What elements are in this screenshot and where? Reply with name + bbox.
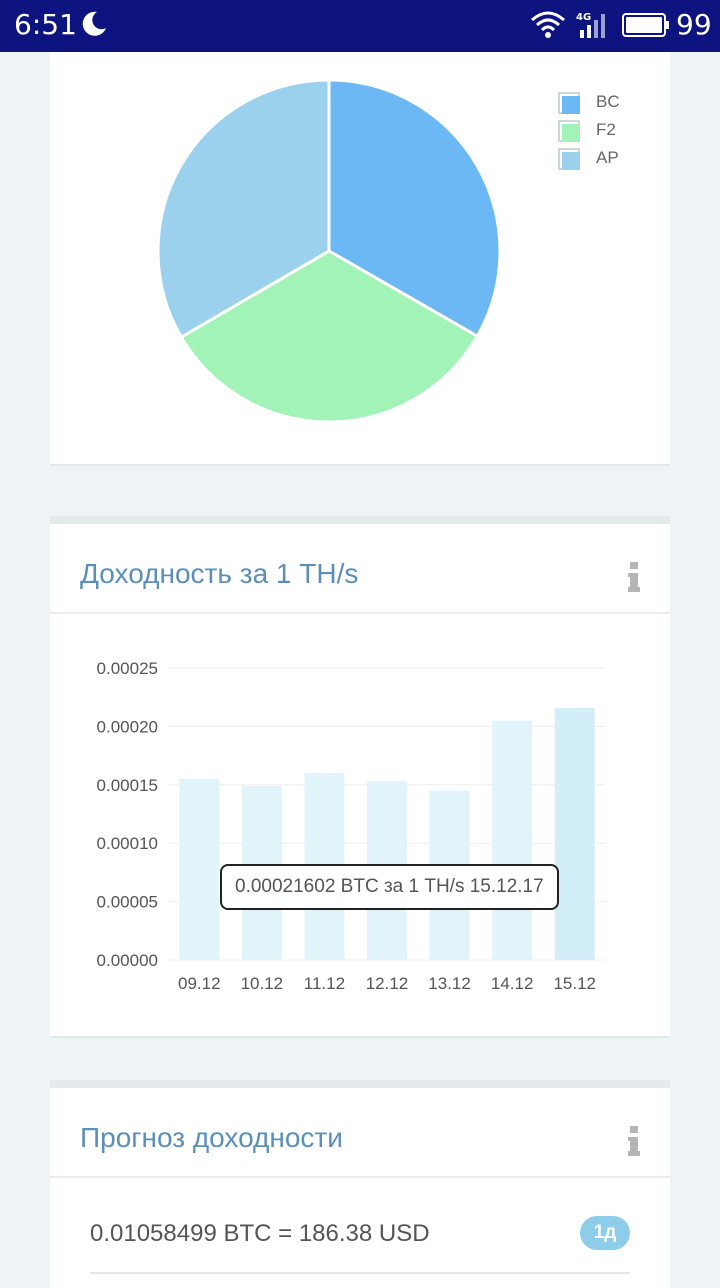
pie-chart bbox=[156, 78, 502, 424]
profitability-card: Доходность за 1 TH/s 0.00000 0.00005 0.000… bbox=[50, 516, 670, 1038]
forecast-header: Прогноз доходности bbox=[50, 1088, 670, 1178]
bar-09.12[interactable] bbox=[179, 778, 220, 960]
y-tick-label: 0.00005 bbox=[97, 893, 158, 912]
profitability-title: Доходность за 1 TH/s bbox=[80, 558, 359, 589]
clock: 6:51 bbox=[14, 8, 77, 41]
profitability-header: Доходность за 1 TH/s bbox=[50, 524, 670, 614]
x-tick-label: 14.12 bbox=[491, 974, 534, 993]
chart-tooltip: 0.00021602 BTC за 1 TH/s 15.12.17 bbox=[220, 864, 559, 910]
y-tick-label: 0.00000 bbox=[97, 951, 158, 970]
legend-swatch bbox=[558, 148, 580, 170]
period-badge[interactable]: 1д bbox=[580, 1216, 630, 1250]
profitability-bar-chart[interactable]: 0.00000 0.00005 0.00010 0.00015 0.00020 0.000… bbox=[50, 612, 670, 1012]
forecast-card: Прогноз доходности 0.01058499 BTC = 186.… bbox=[50, 1080, 670, 1288]
status-bar: 6:51 4G 99 bbox=[0, 0, 720, 52]
wifi-icon bbox=[531, 11, 565, 38]
pool-distribution-card: BC F2 AP bbox=[50, 52, 670, 466]
info-icon[interactable] bbox=[628, 1126, 640, 1156]
x-tick-label: 10.12 bbox=[241, 974, 284, 993]
y-tick-label: 0.00010 bbox=[97, 834, 158, 853]
network-type: 4G bbox=[576, 12, 591, 23]
pie-slice-bc[interactable] bbox=[327, 78, 502, 339]
legend-label: BC bbox=[596, 92, 620, 111]
legend-label: AP bbox=[596, 148, 619, 167]
battery-icon bbox=[622, 13, 669, 37]
y-tick-label: 0.00025 bbox=[97, 659, 158, 678]
moon-icon bbox=[82, 11, 106, 36]
forecast-title: Прогноз доходности bbox=[80, 1122, 343, 1153]
legend-label: F2 bbox=[596, 120, 616, 139]
legend-swatch bbox=[558, 120, 580, 142]
pie-slice-f2[interactable] bbox=[179, 249, 480, 424]
battery-level: 99 bbox=[676, 8, 712, 41]
forecast-row: 0.01058499 BTC = 186.38 USD 1д bbox=[90, 1198, 630, 1274]
bar-14.12[interactable] bbox=[492, 720, 533, 960]
forecast-value: 0.01058499 BTC = 186.38 USD bbox=[90, 1220, 430, 1247]
y-tick-label: 0.00015 bbox=[97, 776, 158, 795]
x-tick-label: 13.12 bbox=[428, 974, 471, 993]
x-tick-label: 15.12 bbox=[553, 974, 596, 993]
y-tick-label: 0.00020 bbox=[97, 717, 158, 736]
cellular-signal-icon: 4G bbox=[576, 12, 605, 38]
x-tick-label: 12.12 bbox=[366, 974, 409, 993]
info-icon[interactable] bbox=[628, 562, 640, 592]
x-tick-label: 11.12 bbox=[304, 974, 345, 993]
legend-swatch bbox=[558, 92, 580, 114]
pie-slice-ap[interactable] bbox=[156, 78, 331, 340]
x-tick-label: 09.12 bbox=[178, 974, 221, 993]
bar-15.12[interactable] bbox=[554, 707, 595, 960]
